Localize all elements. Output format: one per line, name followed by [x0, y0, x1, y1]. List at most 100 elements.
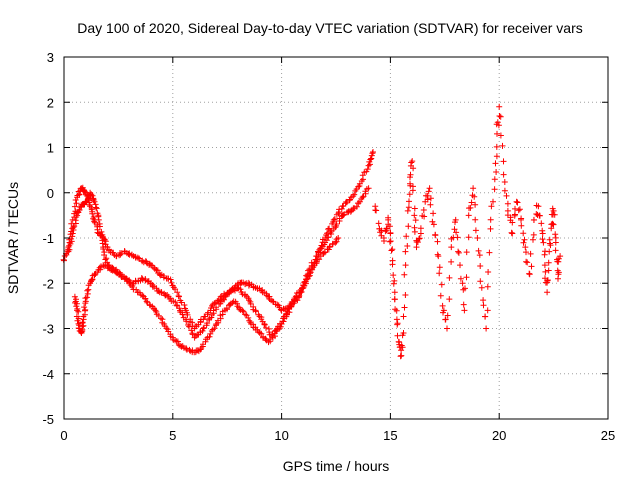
data-point [412, 217, 419, 224]
data-point [448, 258, 455, 265]
data-point [174, 289, 181, 296]
data-point [538, 220, 545, 227]
data-point [179, 311, 186, 318]
data-point [490, 198, 496, 205]
data-point [237, 286, 244, 293]
data-point [524, 259, 531, 266]
data-point [393, 316, 400, 323]
data-point [206, 333, 213, 340]
data-point [409, 187, 416, 194]
x-tick-label: 25 [601, 428, 615, 443]
data-point [540, 239, 547, 246]
data-point [70, 224, 77, 231]
data-point [390, 272, 397, 279]
data-point [549, 220, 556, 227]
data-point [409, 158, 416, 165]
data-point [474, 235, 481, 241]
data-point [92, 204, 99, 211]
data-point [440, 307, 447, 314]
data-point [509, 219, 516, 226]
data-point [477, 278, 484, 285]
data-point [243, 312, 250, 319]
data-point [500, 158, 507, 165]
data-point [436, 270, 443, 277]
data-point [96, 223, 103, 230]
data-point [269, 298, 276, 305]
data-point [406, 198, 412, 205]
data-point [296, 292, 303, 299]
data-point [501, 179, 508, 185]
data-point [426, 185, 433, 192]
data-point [386, 238, 393, 245]
data-point [400, 313, 407, 320]
y-tick-label: 1 [47, 141, 54, 156]
data-point [539, 230, 546, 237]
data-point [432, 232, 439, 239]
data-point [530, 231, 537, 238]
data-point [91, 218, 98, 225]
data-point [526, 271, 533, 278]
data-point [501, 187, 508, 194]
data-point [402, 248, 409, 255]
data-point [81, 304, 88, 311]
data-point [411, 228, 418, 235]
data-point [95, 216, 102, 223]
data-point [72, 217, 79, 224]
x-axis-label: GPS time / hours [283, 458, 390, 474]
data-point [307, 270, 313, 277]
data-point [530, 217, 537, 223]
data-point [157, 272, 164, 279]
data-point [472, 201, 479, 208]
data-point [380, 235, 387, 241]
data-point [332, 224, 339, 231]
data-point [455, 249, 462, 256]
data-point [472, 216, 479, 223]
y-tick-label: -4 [42, 367, 54, 382]
data-point [407, 180, 413, 187]
data-point [514, 199, 521, 206]
data-point [463, 249, 470, 256]
data-point [544, 277, 551, 284]
data-point [189, 319, 196, 326]
data-point [160, 274, 167, 281]
data-point [436, 264, 443, 271]
data-point [79, 319, 86, 326]
data-point [454, 234, 461, 241]
data-point [200, 325, 207, 332]
data-point [370, 149, 376, 155]
data-point [491, 176, 498, 183]
data-point [367, 156, 374, 163]
data-point [518, 216, 524, 223]
y-tick-label: 3 [47, 50, 54, 65]
data-point [496, 103, 503, 110]
data-point [408, 159, 415, 166]
data-point [434, 251, 441, 258]
data-point [134, 254, 141, 261]
data-point [467, 204, 474, 211]
data-point [267, 336, 274, 343]
data-point [528, 263, 535, 270]
data-point [493, 143, 500, 150]
data-point [245, 282, 252, 289]
data-point [90, 215, 97, 222]
data-point [316, 256, 323, 263]
data-point [444, 312, 451, 319]
data-point [158, 289, 165, 296]
data-point [208, 314, 215, 321]
x-tick-label: 5 [169, 428, 176, 443]
data-point [321, 249, 328, 255]
data-point [462, 285, 468, 292]
data-point [183, 318, 190, 325]
data-point [512, 211, 518, 218]
data-point [411, 212, 418, 219]
data-point [541, 262, 548, 269]
data-point [368, 155, 375, 162]
data-point [427, 201, 434, 208]
data-point [263, 324, 269, 331]
data-point [465, 234, 472, 241]
data-point [163, 325, 170, 332]
data-point [544, 289, 551, 296]
data-point [181, 302, 188, 308]
x-tick-label: 20 [492, 428, 506, 443]
data-point [497, 113, 504, 120]
